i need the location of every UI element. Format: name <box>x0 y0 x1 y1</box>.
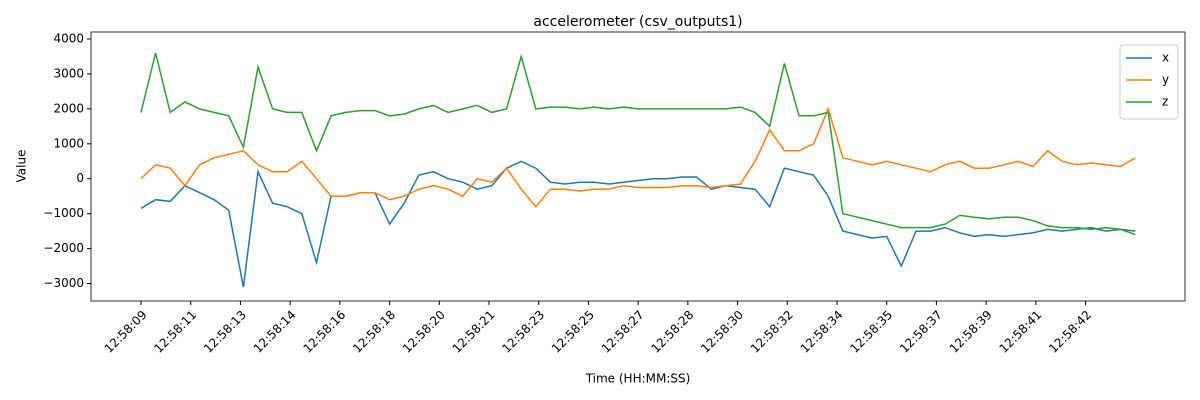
legend-box <box>1119 44 1179 120</box>
x-tick-label: 12:58:20 <box>400 308 448 356</box>
y-tick-label: 0 <box>76 171 84 185</box>
y-tick-label: −2000 <box>43 241 84 255</box>
series-line <box>140 106 1136 208</box>
y-tick-label: 2000 <box>53 101 84 115</box>
y-tick-label: −1000 <box>43 206 84 220</box>
x-tick-label: 12:58:32 <box>748 308 796 356</box>
x-tick-label: 12:58:35 <box>847 308 895 356</box>
x-tick-label: 12:58:11 <box>151 308 199 356</box>
legend-label: z <box>1162 95 1168 109</box>
series-line <box>140 160 1136 288</box>
x-tick-label: 12:58:14 <box>251 308 299 356</box>
x-tick-label: 12:58:16 <box>300 308 348 356</box>
x-tick-label: 12:58:39 <box>947 308 995 356</box>
legend-label: x <box>1162 51 1169 65</box>
x-tick-label: 12:58:30 <box>698 308 746 356</box>
x-axis-label: Time (HH:MM:SS) <box>585 372 691 386</box>
x-tick-label: 12:58:09 <box>102 308 150 356</box>
y-tick-label: 4000 <box>53 31 84 45</box>
y-tick-label: −3000 <box>43 276 84 290</box>
y-tick-label: 1000 <box>53 136 84 150</box>
x-tick-label: 12:58:13 <box>201 308 249 356</box>
legend-label: y <box>1162 73 1169 87</box>
chart-title: accelerometer (csv_outputs1) <box>533 14 742 30</box>
x-tick-label: 12:58:34 <box>798 308 846 356</box>
y-axis-label: Value <box>15 150 29 183</box>
x-tick-label: 12:58:25 <box>549 308 597 356</box>
x-tick-label: 12:58:23 <box>499 308 547 356</box>
x-tick-label: 12:58:42 <box>1046 308 1094 356</box>
x-tick-label: 12:58:28 <box>648 308 696 356</box>
series-line <box>140 52 1136 236</box>
y-tick-label: 3000 <box>53 66 84 80</box>
x-tick-label: 12:58:27 <box>599 308 647 356</box>
plot-frame <box>90 31 1186 302</box>
x-tick-label: 12:58:18 <box>350 308 398 356</box>
x-tick-label: 12:58:41 <box>996 308 1044 356</box>
x-tick-label: 12:58:37 <box>897 308 945 356</box>
x-tick-label: 12:58:21 <box>450 308 498 356</box>
